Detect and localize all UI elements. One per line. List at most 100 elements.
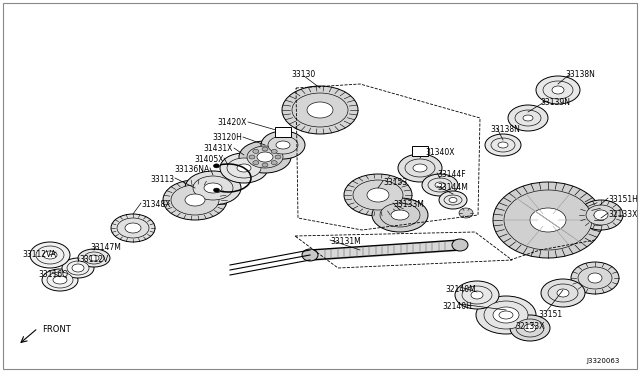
Ellipse shape xyxy=(214,188,220,192)
Ellipse shape xyxy=(571,262,619,294)
Ellipse shape xyxy=(344,174,412,216)
Ellipse shape xyxy=(117,218,149,238)
Ellipse shape xyxy=(30,242,70,268)
Ellipse shape xyxy=(504,190,592,250)
Text: J3320063: J3320063 xyxy=(587,358,620,364)
Ellipse shape xyxy=(193,176,233,200)
Ellipse shape xyxy=(292,93,348,127)
Ellipse shape xyxy=(185,194,205,206)
Ellipse shape xyxy=(491,138,515,152)
Ellipse shape xyxy=(439,191,467,209)
Text: 32140M: 32140M xyxy=(445,285,476,294)
Ellipse shape xyxy=(282,86,358,134)
Text: 33131M: 33131M xyxy=(330,237,361,246)
Ellipse shape xyxy=(239,141,291,173)
Text: 32140H: 32140H xyxy=(442,302,472,311)
Ellipse shape xyxy=(405,159,435,177)
Ellipse shape xyxy=(543,81,573,99)
Text: 32133X: 32133X xyxy=(515,322,545,331)
Text: 33112V: 33112V xyxy=(79,255,108,264)
Ellipse shape xyxy=(67,261,89,275)
Ellipse shape xyxy=(422,174,458,196)
Ellipse shape xyxy=(78,249,110,267)
Ellipse shape xyxy=(557,289,569,297)
Ellipse shape xyxy=(214,164,220,168)
Ellipse shape xyxy=(476,296,536,334)
Ellipse shape xyxy=(398,154,442,182)
Text: 33144F: 33144F xyxy=(437,170,466,179)
Ellipse shape xyxy=(380,203,420,227)
Ellipse shape xyxy=(485,134,521,156)
Ellipse shape xyxy=(579,200,623,230)
Ellipse shape xyxy=(444,195,462,205)
Ellipse shape xyxy=(204,183,222,193)
Ellipse shape xyxy=(84,252,104,264)
Text: 33112VA: 33112VA xyxy=(22,250,56,259)
Text: 31340X: 31340X xyxy=(425,148,454,157)
Ellipse shape xyxy=(391,210,409,220)
Text: 33139N: 33139N xyxy=(540,98,570,107)
Ellipse shape xyxy=(53,276,67,284)
Ellipse shape xyxy=(237,164,251,172)
Ellipse shape xyxy=(72,264,84,272)
Ellipse shape xyxy=(510,315,550,341)
Ellipse shape xyxy=(111,214,155,242)
Ellipse shape xyxy=(271,161,277,165)
Text: 31405X: 31405X xyxy=(195,155,224,164)
Text: 33144M: 33144M xyxy=(437,183,468,192)
Ellipse shape xyxy=(253,161,259,165)
Ellipse shape xyxy=(247,146,283,168)
Ellipse shape xyxy=(89,255,99,261)
Bar xyxy=(275,127,291,137)
Text: 33113: 33113 xyxy=(151,175,175,184)
Ellipse shape xyxy=(471,291,483,299)
Ellipse shape xyxy=(367,188,389,202)
Ellipse shape xyxy=(536,76,580,104)
Text: 31420X: 31420X xyxy=(218,118,247,127)
Text: 33138N: 33138N xyxy=(565,70,595,79)
Text: 33153: 33153 xyxy=(383,178,407,187)
Ellipse shape xyxy=(302,249,318,261)
Ellipse shape xyxy=(449,198,457,202)
Ellipse shape xyxy=(508,105,548,131)
Ellipse shape xyxy=(62,258,94,278)
Ellipse shape xyxy=(42,269,78,291)
Ellipse shape xyxy=(262,163,268,167)
Ellipse shape xyxy=(524,324,536,332)
Ellipse shape xyxy=(47,272,73,288)
Ellipse shape xyxy=(261,131,305,159)
Text: 33116Q: 33116Q xyxy=(38,270,68,279)
Ellipse shape xyxy=(586,205,616,225)
Ellipse shape xyxy=(253,149,259,153)
Ellipse shape xyxy=(353,180,403,210)
Ellipse shape xyxy=(493,307,519,323)
Ellipse shape xyxy=(413,164,427,172)
Ellipse shape xyxy=(249,155,255,159)
Ellipse shape xyxy=(268,136,298,154)
Ellipse shape xyxy=(455,281,499,309)
Bar xyxy=(412,146,428,156)
Text: 33138N: 33138N xyxy=(490,125,520,134)
Ellipse shape xyxy=(541,279,585,307)
Ellipse shape xyxy=(307,102,333,118)
Ellipse shape xyxy=(163,180,227,220)
Ellipse shape xyxy=(499,311,513,319)
Ellipse shape xyxy=(262,147,268,151)
Text: 33151H: 33151H xyxy=(608,195,638,204)
Ellipse shape xyxy=(36,246,64,264)
Ellipse shape xyxy=(459,208,473,218)
Ellipse shape xyxy=(493,182,603,258)
Text: 33130: 33130 xyxy=(292,70,316,79)
Ellipse shape xyxy=(594,210,608,220)
Ellipse shape xyxy=(552,86,564,94)
Ellipse shape xyxy=(435,182,445,188)
Ellipse shape xyxy=(372,198,428,232)
Ellipse shape xyxy=(43,251,57,259)
Ellipse shape xyxy=(275,155,281,159)
Ellipse shape xyxy=(498,142,508,148)
Text: 33120H: 33120H xyxy=(212,133,242,142)
Ellipse shape xyxy=(588,273,602,283)
Ellipse shape xyxy=(185,171,241,205)
Ellipse shape xyxy=(428,178,452,192)
Ellipse shape xyxy=(516,319,544,337)
